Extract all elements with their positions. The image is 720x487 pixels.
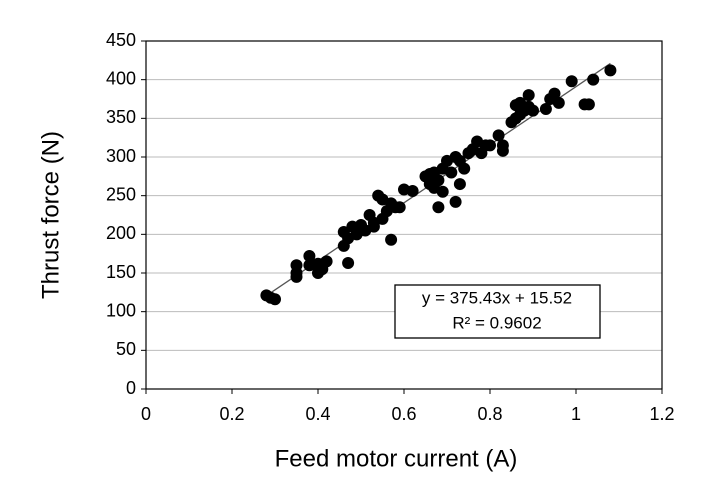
annotation-text: y = 375.43x + 15.52	[422, 288, 572, 307]
x-tick-label: 0.8	[477, 404, 502, 424]
x-tick-label: 0.6	[391, 404, 416, 424]
data-point	[552, 96, 565, 109]
data-point	[548, 87, 561, 100]
y-tick-label: 150	[106, 262, 136, 282]
y-axis-title: Thrust force (N)	[37, 131, 64, 299]
data-point	[290, 270, 303, 283]
data-point	[604, 64, 617, 77]
data-point	[484, 139, 496, 152]
data-point	[320, 255, 333, 268]
data-point	[436, 185, 449, 198]
data-point	[303, 249, 316, 262]
data-point	[458, 162, 471, 175]
plot-frame	[145, 40, 663, 390]
y-tick-label: 450	[106, 30, 136, 50]
x-tick-label: 0.4	[305, 404, 330, 424]
y-tick-label: 50	[116, 339, 136, 359]
data-point	[406, 185, 419, 198]
data-point	[393, 201, 406, 214]
data-point	[432, 201, 445, 214]
y-tick-label: 300	[106, 146, 136, 166]
x-tick-label: 1.2	[649, 404, 674, 424]
x-tick-label: 0.2	[219, 404, 244, 424]
data-point	[539, 103, 552, 116]
data-point	[565, 75, 578, 88]
y-tick-label: 250	[106, 184, 136, 204]
data-point	[432, 174, 445, 187]
y-tick-label: 200	[106, 223, 136, 243]
data-point	[342, 256, 355, 269]
y-tick-label: 350	[106, 107, 136, 127]
data-point	[385, 233, 398, 246]
data-point	[582, 98, 595, 111]
data-point	[492, 129, 505, 142]
x-tick-label: 0	[141, 404, 151, 424]
data-point	[269, 293, 281, 306]
y-tick-label: 100	[106, 300, 136, 320]
data-point	[445, 166, 458, 179]
x-tick-label: 1	[571, 404, 581, 424]
data-point	[453, 178, 466, 191]
data-point	[449, 195, 462, 208]
data-point	[496, 144, 509, 157]
x-axis-title: Feed motor current (A)	[275, 445, 518, 472]
annotation-box	[394, 284, 601, 339]
data-point	[527, 104, 539, 117]
y-tick-label: 0	[126, 378, 136, 398]
y-tick-label: 400	[106, 68, 136, 88]
annotation-text: R² = 0.9602	[452, 313, 541, 332]
data-point	[522, 89, 535, 102]
data-point	[587, 73, 600, 86]
data-point	[367, 220, 380, 233]
